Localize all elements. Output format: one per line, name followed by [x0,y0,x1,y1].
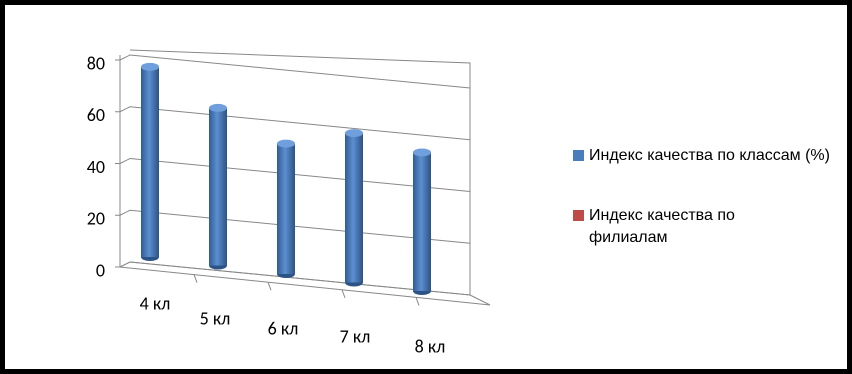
bar [413,152,431,291]
bar [209,107,227,266]
legend-swatch [573,210,584,221]
bar [345,133,363,283]
cylinder [141,62,159,261]
x-tick-label: 8 кл [415,335,446,357]
chart: 0 20 40 60 80 4 кл 5 кл 6 кл 7 кл 8 кл [87,49,491,357]
cylinder [277,139,295,278]
grid-line [119,209,131,216]
cylinder-top [209,103,227,112]
x-tick-label: 5 кл [200,307,231,329]
legend-entry: Индекс качества по классам (%) [573,145,843,167]
legend-label: Индекс качества по классам (%) [589,147,830,164]
legend-swatch [573,150,584,161]
cylinder [345,129,363,287]
y-tick-label: 0 [96,259,105,281]
grid-line [119,106,131,113]
x-tick-label: 4 кл [140,292,171,314]
cylinder-top [413,148,431,157]
x-tick-label: 7 кл [340,325,371,347]
floor [118,261,491,306]
x-tick [193,274,198,283]
legend-entry: Индекс качества по филиалам [573,205,843,249]
cylinder-top [141,62,159,71]
cylinder-top [277,139,295,148]
y-tick-label: 20 [87,208,105,230]
y-tick-label: 60 [87,104,105,126]
x-tick [341,289,346,298]
bar [141,66,159,257]
y-tick-label: 80 [87,52,105,74]
grid-line [119,158,131,164]
grid-line [129,54,471,89]
grid-line [119,261,131,268]
x-tick [267,282,272,291]
legend-label: Индекс качества по филиалам [589,207,735,246]
x-tick-label: 6 кл [268,317,299,339]
bar [277,143,295,274]
grid-line [119,54,131,61]
grid-line [129,106,471,141]
y-tick-label: 40 [87,156,105,178]
cylinder [209,103,227,270]
cylinder [413,148,431,295]
x-tick [415,297,420,306]
cylinder-top [345,129,363,138]
